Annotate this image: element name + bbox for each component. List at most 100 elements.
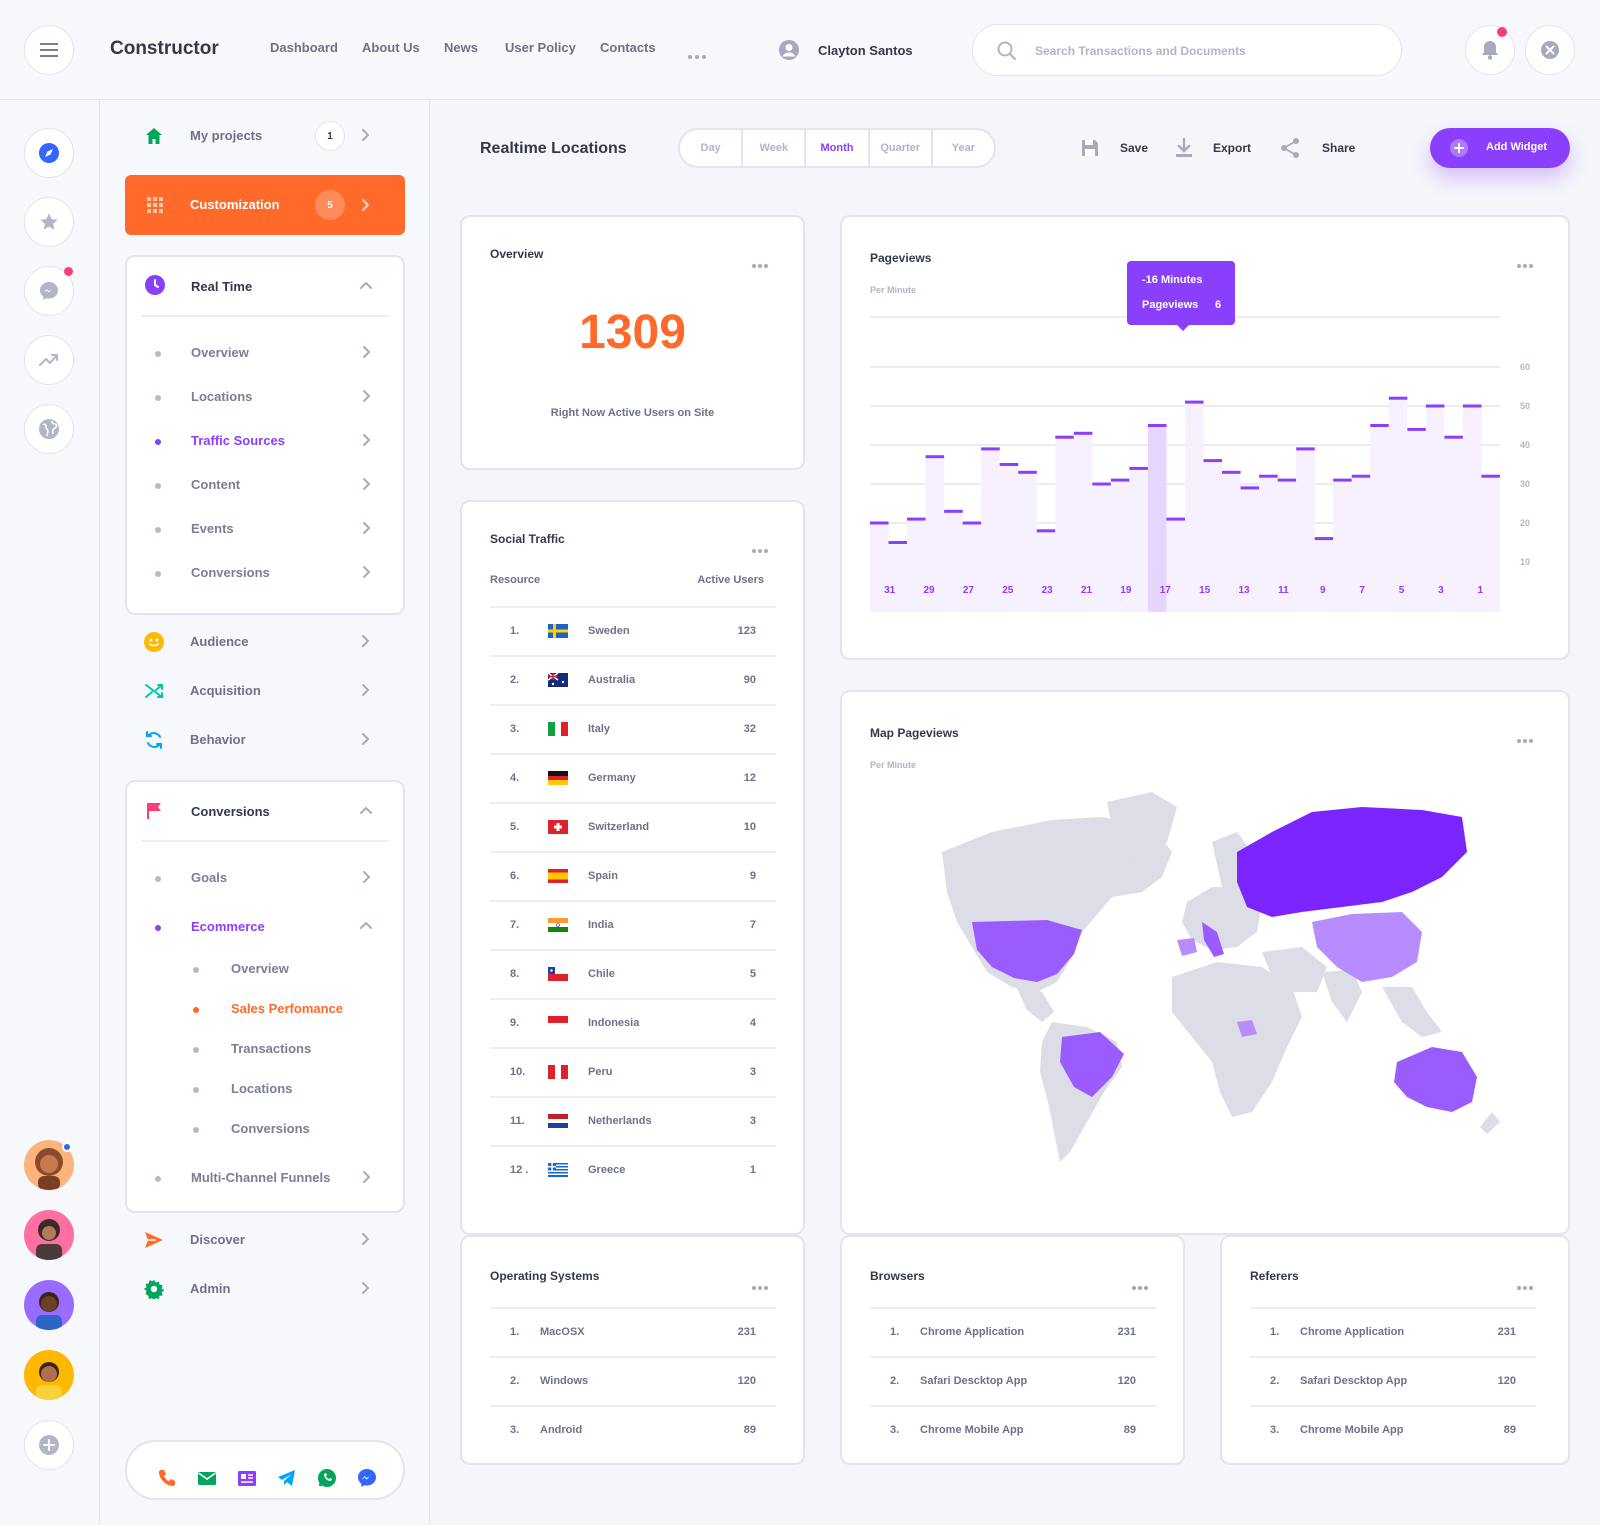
table-row[interactable]: 10. Peru 3 — [490, 1047, 776, 1096]
bar-area[interactable] — [1203, 460, 1223, 612]
realtime-item-locations[interactable]: Locations — [127, 377, 401, 417]
sidebar-item-admin[interactable]: Admin — [100, 1269, 410, 1309]
bar-area[interactable] — [870, 523, 889, 612]
ecommerce-item-transactions[interactable]: Transactions — [127, 1030, 401, 1070]
bar-area[interactable] — [999, 464, 1019, 613]
realtime-header[interactable]: Real Time — [141, 257, 389, 317]
list-item[interactable]: 3. Chrome Mobile App 89 — [870, 1405, 1156, 1454]
export-button[interactable]: Export — [1175, 136, 1265, 162]
bar-area[interactable] — [1407, 429, 1426, 612]
conversions-item-ecommerce[interactable]: Ecommerce — [127, 907, 401, 947]
table-row[interactable]: 6. Spain 9 — [490, 851, 776, 900]
user-name[interactable]: Clayton Santos — [818, 43, 913, 58]
bar-area[interactable] — [1370, 425, 1389, 613]
contact-avatar-3[interactable] — [24, 1280, 74, 1330]
bar-area[interactable] — [1351, 476, 1371, 612]
telegram-icon[interactable] — [277, 1468, 297, 1488]
bar-area[interactable] — [1259, 476, 1278, 612]
nav-contacts[interactable]: Contacts — [600, 40, 656, 55]
bar-area[interactable] — [962, 523, 982, 612]
phone-icon[interactable] — [157, 1468, 177, 1488]
realtime-item-conversions[interactable]: Conversions — [127, 553, 401, 593]
messenger-icon[interactable] — [357, 1468, 377, 1488]
ecommerce-item-overview[interactable]: Overview — [127, 950, 401, 990]
sidebar-item-discover[interactable]: Discover — [100, 1220, 410, 1260]
table-row[interactable]: 7. India 7 — [490, 900, 776, 949]
bar-area[interactable] — [1444, 437, 1463, 612]
share-button[interactable]: Share — [1280, 136, 1370, 162]
ecommerce-item-sales-performance[interactable]: Sales Perfomance — [127, 990, 401, 1030]
table-row[interactable]: 9. Indonesia 4 — [490, 998, 776, 1047]
bar-area[interactable] — [1296, 448, 1315, 612]
more-icon[interactable] — [1517, 1277, 1537, 1290]
search-input[interactable] — [1035, 39, 1375, 63]
bar-area[interactable] — [1129, 468, 1148, 612]
more-icon[interactable] — [752, 540, 772, 553]
bar-area[interactable] — [1240, 487, 1260, 612]
bar-area[interactable] — [944, 511, 963, 612]
bar-area[interactable] — [1073, 433, 1093, 612]
contact-avatar-1[interactable] — [24, 1140, 74, 1190]
list-item[interactable]: 3. Chrome Mobile App 89 — [1250, 1405, 1536, 1454]
bar-area[interactable] — [1166, 519, 1185, 612]
mail-icon[interactable] — [197, 1468, 217, 1488]
news-icon[interactable] — [237, 1468, 257, 1488]
more-icon[interactable] — [752, 255, 772, 268]
realtime-item-overview[interactable]: Overview — [127, 333, 401, 373]
table-row[interactable]: 8. Chile 5 — [490, 949, 776, 998]
nav-news[interactable]: News — [444, 40, 478, 55]
more-icon[interactable] — [1132, 1277, 1152, 1290]
more-icon[interactable] — [1517, 730, 1537, 743]
bar-area[interactable] — [1333, 480, 1352, 612]
list-item[interactable]: 2. Safari Desckt͏op App 120 — [1250, 1356, 1536, 1405]
ecommerce-item-conversions[interactable]: Conversions — [127, 1110, 401, 1150]
table-row[interactable]: 11. Netherlands 3 — [490, 1096, 776, 1145]
whatsapp-icon[interactable] — [317, 1468, 337, 1488]
list-item[interactable]: 2. Windows 120 — [490, 1356, 776, 1405]
bar-area[interactable] — [1147, 425, 1167, 613]
nav-user-policy[interactable]: User Policy — [505, 40, 576, 55]
period-quarter[interactable]: Quarter — [870, 130, 933, 166]
contact-avatar-2[interactable] — [24, 1210, 74, 1260]
rail-star-button[interactable] — [24, 197, 74, 247]
rail-trend-button[interactable] — [24, 335, 74, 385]
close-button[interactable] — [1525, 25, 1575, 75]
sidebar-item-my-projects[interactable]: My projects 1 — [100, 116, 410, 156]
realtime-item-content[interactable]: Content — [127, 465, 401, 505]
conversions-item-multi-channel[interactable]: Multi-Channel Funnels — [127, 1158, 401, 1198]
table-row[interactable]: 5. Switzerland 10 — [490, 802, 776, 851]
list-item[interactable]: 2. Safari Descktop App 120 — [870, 1356, 1156, 1405]
contact-avatar-4[interactable] — [24, 1350, 74, 1400]
bar-area[interactable] — [981, 448, 1000, 612]
add-contact-button[interactable] — [24, 1420, 74, 1470]
list-item[interactable]: 1. Chrome Application 231 — [870, 1307, 1156, 1356]
bar-area[interactable] — [1314, 538, 1334, 612]
table-row[interactable]: 2. Australia 90 — [490, 655, 776, 704]
bar-area[interactable] — [1092, 484, 1111, 612]
rail-globe-button[interactable] — [24, 404, 74, 454]
bar-area[interactable] — [907, 519, 926, 612]
ecommerce-item-locations[interactable]: Locations — [127, 1070, 401, 1110]
rail-messenger-button[interactable] — [24, 266, 74, 316]
conversions-header[interactable]: Conversions — [141, 782, 389, 842]
search-box[interactable] — [972, 24, 1402, 76]
bar-area[interactable] — [1222, 472, 1241, 612]
bar-area[interactable] — [1462, 406, 1482, 612]
period-week[interactable]: Week — [743, 130, 807, 166]
list-item[interactable]: 1. MacOSX 231 — [490, 1307, 776, 1356]
period-day[interactable]: Day — [680, 130, 744, 166]
more-icon[interactable] — [1517, 255, 1537, 268]
period-year[interactable]: Year — [951, 142, 976, 154]
list-item[interactable]: 3. Android 89 — [490, 1405, 776, 1454]
period-month[interactable]: Month — [806, 130, 870, 166]
nav-dashboard[interactable]: Dashboard — [270, 40, 338, 55]
more-nav-icon[interactable] — [688, 46, 706, 59]
add-widget-button[interactable]: Add Widget — [1430, 128, 1570, 168]
sidebar-item-behavior[interactable]: Behavior — [100, 720, 410, 760]
user-avatar-icon[interactable] — [778, 39, 800, 61]
save-button[interactable]: Save — [1080, 136, 1160, 162]
bar-area[interactable] — [1185, 402, 1204, 612]
bar-area[interactable] — [1481, 476, 1500, 612]
table-row[interactable]: 4. Germany 12 — [490, 753, 776, 802]
menu-button[interactable] — [24, 25, 74, 75]
